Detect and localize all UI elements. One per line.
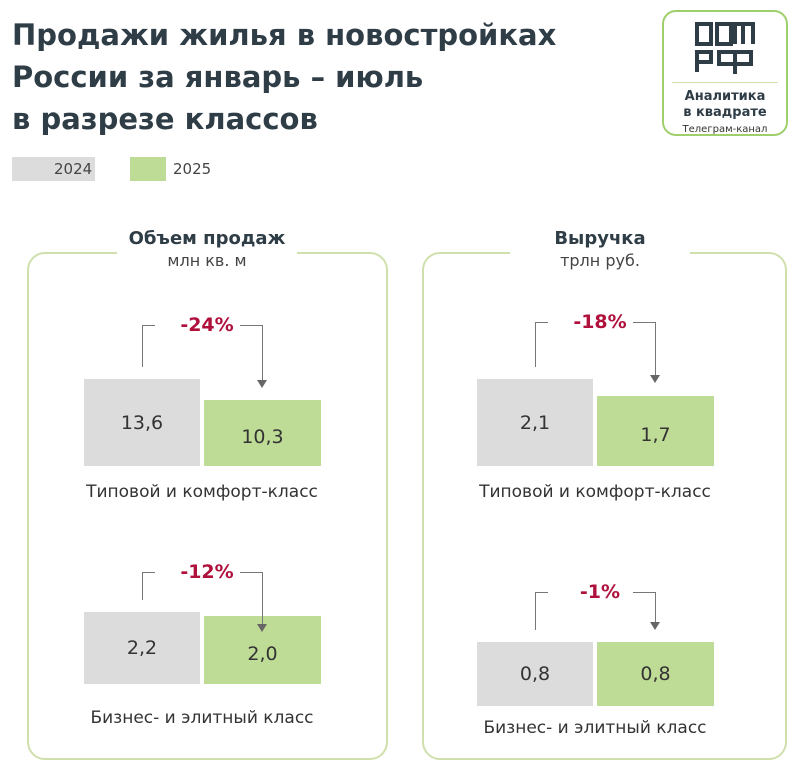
bracket-line	[142, 572, 155, 573]
change-label: -18%	[573, 311, 627, 333]
chart-title: Объем продаж	[128, 228, 286, 249]
bracket-line	[240, 325, 262, 326]
bracket-line	[633, 592, 655, 593]
bracket-line	[262, 325, 263, 382]
arrow-down-icon	[650, 622, 660, 630]
bar-2024: 13,6	[84, 379, 200, 466]
title-line: в разрезе классов	[12, 102, 318, 136]
logo-name: Аналитика	[684, 89, 766, 104]
bar-2025: 10,3	[204, 400, 321, 466]
chart-header: Объем продаж млн кв. м	[117, 228, 297, 270]
bracket-line	[535, 322, 548, 323]
category-label: Типовой и комфорт-класс	[479, 482, 711, 502]
bracket-line	[240, 572, 262, 573]
change-label: -1%	[579, 581, 621, 603]
bracket-line	[633, 322, 655, 323]
bracket-line	[535, 592, 548, 593]
legend-swatch-2025	[130, 157, 166, 181]
bracket-line	[535, 592, 536, 630]
legend-label-2024: 2024	[54, 160, 93, 178]
chart-unit: трлн руб.	[560, 251, 640, 270]
bracket-line	[655, 592, 656, 624]
legend-swatch-2024	[12, 157, 95, 181]
bracket-line	[655, 322, 656, 377]
bar-2024: 2,2	[84, 612, 200, 684]
logo-channel: Телеграм-канал	[682, 124, 768, 135]
chart-header: Выручка трлн руб.	[510, 228, 690, 270]
page-title: Продажи жилья в новостройках России за я…	[12, 14, 652, 140]
bar-2025: 1,7	[597, 396, 714, 466]
change-label: -12%	[180, 561, 234, 583]
bar-2025: 0,8	[597, 642, 714, 706]
logo-name: в квадрате	[683, 105, 767, 120]
arrow-down-icon	[257, 624, 267, 632]
legend-label-2025: 2025	[173, 160, 212, 178]
chart-unit: млн кв. м	[167, 251, 247, 270]
bracket-line	[142, 325, 155, 326]
bracket-line	[142, 572, 143, 600]
title-line: Продажи жилья в новостройках	[12, 18, 557, 52]
category-label: Бизнес- и элитный класс	[90, 708, 314, 728]
bracket-line	[535, 322, 536, 367]
change-label: -24%	[180, 314, 234, 336]
title-line: России за январь – июль	[12, 60, 424, 94]
arrow-down-icon	[257, 380, 267, 388]
bar-2024: 2,1	[477, 379, 593, 466]
bracket-line	[262, 572, 263, 626]
dom-rf-logo-icon	[695, 22, 755, 74]
arrow-down-icon	[650, 375, 660, 383]
logo: Аналитика в квадрате Телеграм-канал	[662, 10, 788, 136]
bar-2024: 0,8	[477, 642, 593, 706]
category-label: Типовой и комфорт-класс	[86, 482, 318, 502]
bracket-line	[142, 325, 143, 367]
category-label: Бизнес- и элитный класс	[483, 718, 707, 738]
chart-title: Выручка	[554, 228, 646, 249]
